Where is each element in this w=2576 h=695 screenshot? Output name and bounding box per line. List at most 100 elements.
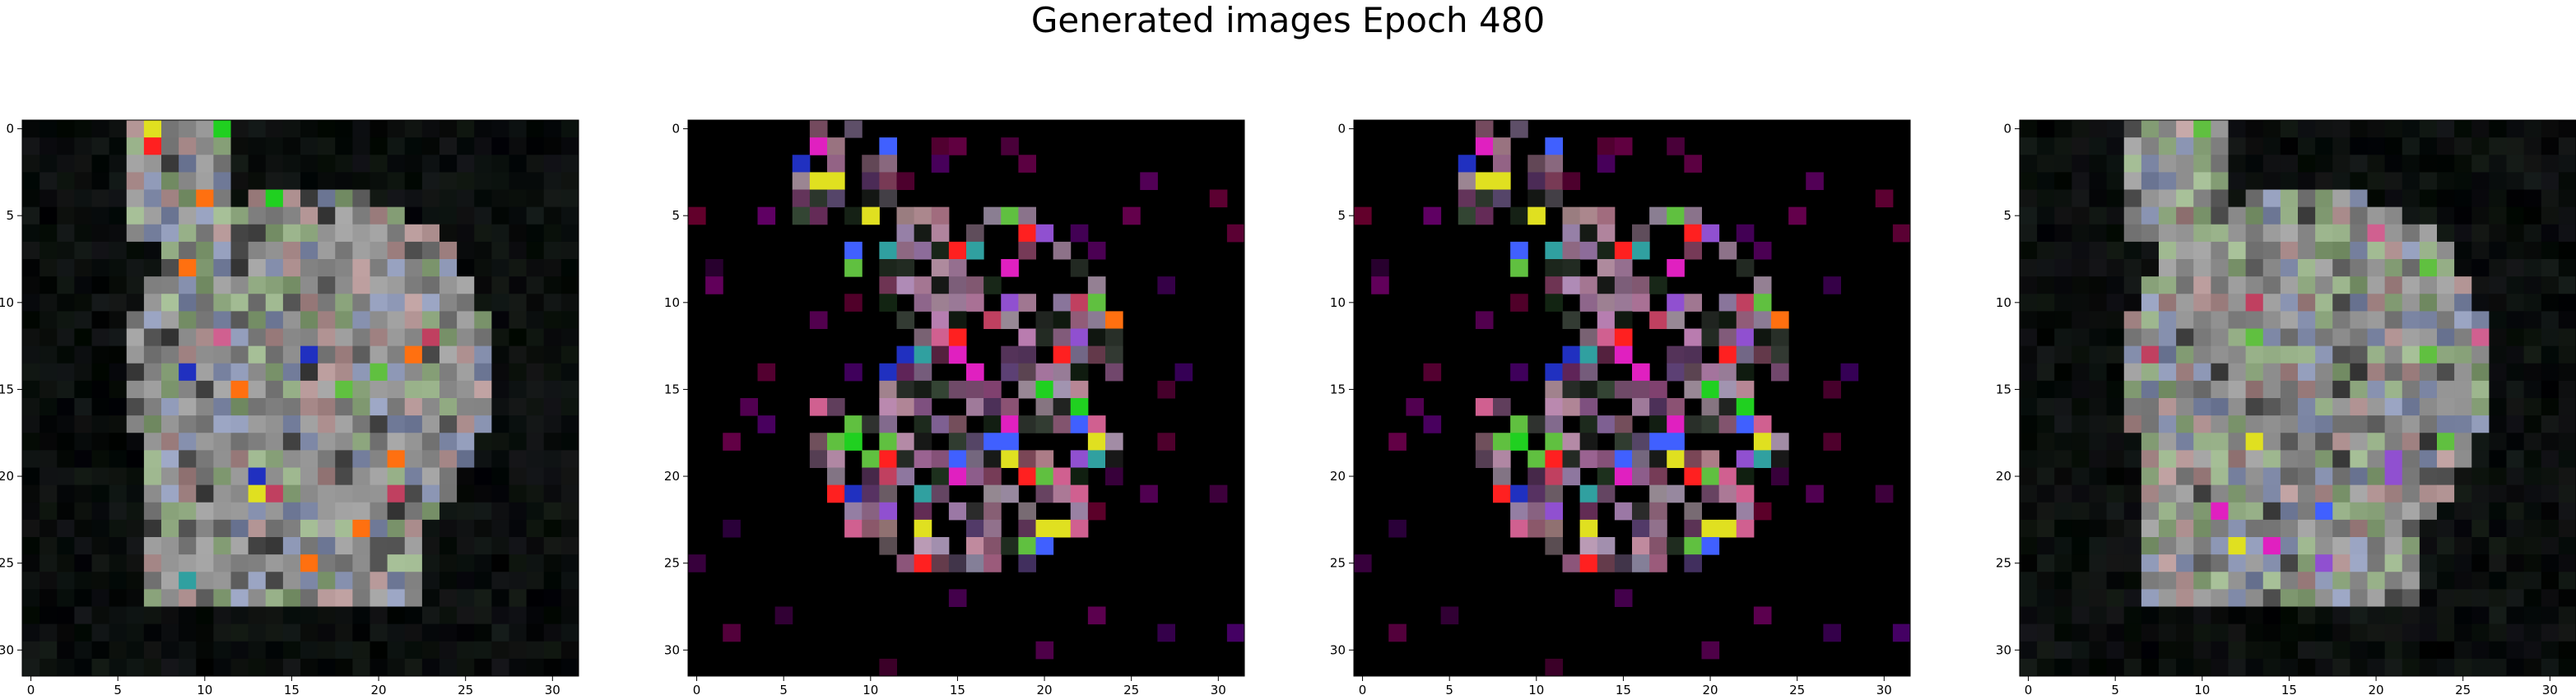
image-pixel [1053,380,1072,399]
image-pixel [1614,450,1633,469]
image-pixel [2506,589,2525,608]
image-pixel [2141,328,2160,347]
image-pixel [2037,380,2055,399]
image-pixel [22,572,40,590]
image-pixel [2228,554,2247,572]
image-pixel [2523,294,2542,312]
image-pixel [2020,276,2038,294]
image-pixel [2106,658,2125,677]
image-pixel [2350,572,2369,590]
image-pixel [2089,120,2108,138]
image-pixel [2071,415,2090,433]
image-pixel [387,467,406,486]
image-pixel [370,363,388,382]
image-pixel [1562,398,1581,416]
image-pixel [2106,398,2125,416]
image-pixel [2489,519,2508,538]
image-pixel [40,450,58,469]
image-pixel [91,589,110,608]
image-pixel [2367,380,2386,399]
x-tick-label: 10 [197,683,212,695]
image-pixel [196,328,214,347]
image-pixel [335,224,353,243]
image-pixel [91,294,110,312]
image-pixel [335,155,353,173]
image-pixel [196,433,214,451]
image-pixel [2419,328,2438,347]
image-pixel [2141,311,2160,330]
image-pixel [457,398,475,416]
image-pixel [196,120,214,138]
image-pixel [1475,206,1494,225]
image-pixel [2228,623,2247,642]
image-pixel [439,641,458,660]
image-pixel [2228,259,2247,277]
image-pixel [2419,519,2438,538]
image-pixel [2419,415,2438,433]
image-pixel [161,502,179,521]
image-pixel [57,155,75,173]
image-pixel [491,311,510,330]
image-pixel [2106,606,2125,625]
y-tick-label: 20 [0,469,14,484]
image-pixel [387,120,406,138]
image-pixel [2541,294,2560,312]
image-pixel [509,658,528,677]
image-pixel [457,502,475,521]
image-pixel [179,537,197,555]
image-pixel [2506,398,2525,416]
image-pixel [2315,380,2333,399]
image-pixel [2020,311,2038,330]
image-pixel [2489,554,2508,572]
image-pixel [2176,172,2194,191]
image-pixel [474,172,492,191]
image-pixel [282,155,301,173]
axes-frame [21,119,579,677]
image-pixel [966,276,984,294]
image-pixel [491,155,510,173]
image-pixel [844,259,863,277]
image-pixel [2193,433,2211,451]
image-pixel [2037,467,2055,486]
image-pixel [457,433,475,451]
image-pixel [2176,276,2194,294]
image-pixel [1718,415,1737,433]
image-pixel [509,415,528,433]
image-pixel [1001,311,1019,330]
x-tick-label: 5 [114,683,122,695]
image-pixel [404,433,423,451]
image-pixel [230,294,249,312]
image-pixel [318,606,336,625]
image-pixel [2454,502,2472,521]
image-pixel [2193,641,2211,660]
image-pixel [1579,380,1598,399]
image-pixel [2558,155,2576,173]
image-pixel [1545,363,1564,382]
image-pixel [22,502,40,521]
image-pixel [439,345,458,364]
image-pixel [526,380,545,399]
image-pixel [526,502,545,521]
image-pixel [2089,189,2108,208]
image-pixel [2437,641,2455,660]
image-pixel [809,172,828,191]
image-pixel [1053,328,1072,347]
image-pixel [2298,380,2316,399]
image-pixel [1001,294,1019,312]
image-pixel [213,450,232,469]
y-tick-label: 20 [1330,469,1346,484]
image-pixel [282,328,301,347]
image-pixel [2089,606,2108,625]
image-pixel [1510,294,1528,312]
image-pixel [2558,398,2576,416]
image-pixel [2228,502,2247,521]
image-pixel [914,484,932,503]
image-pixel [2071,658,2090,677]
image-pixel [1614,137,1633,155]
image-pixel [2298,484,2316,503]
image-pixel [543,328,562,347]
image-pixel [827,189,845,208]
image-pixel [2506,623,2525,642]
image-pixel [2037,415,2055,433]
image-pixel [2298,294,2316,312]
